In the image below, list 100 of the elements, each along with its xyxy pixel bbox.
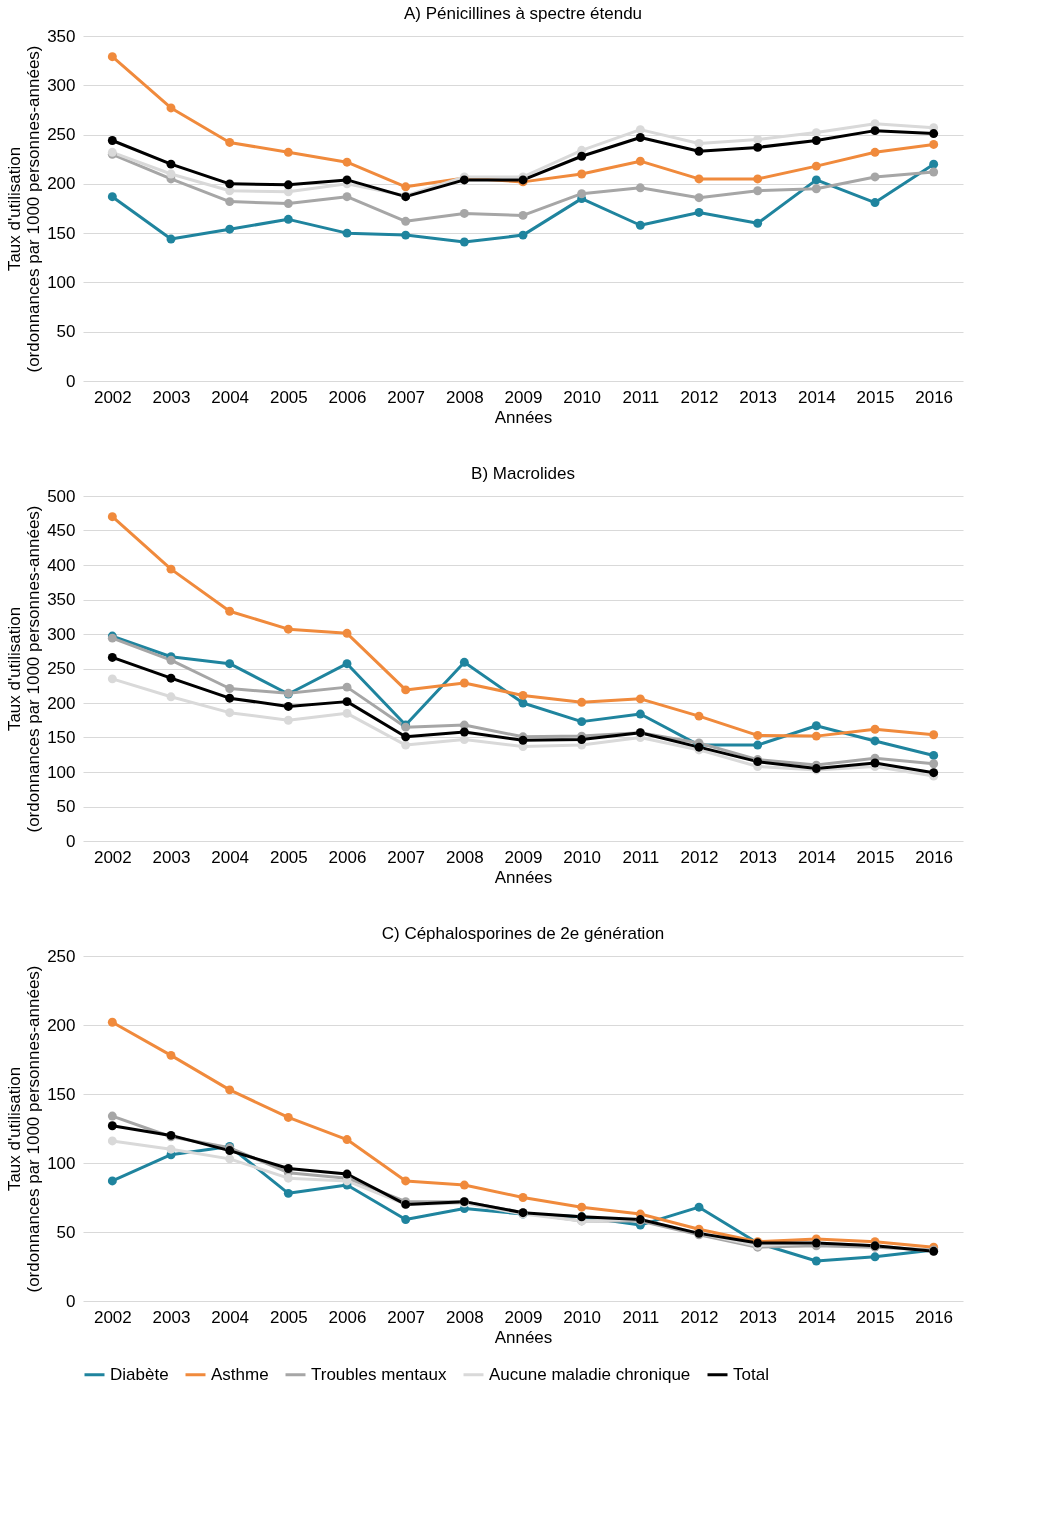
x-tick-label: 2013: [739, 1307, 778, 1327]
point: [401, 1215, 411, 1225]
x-axis-title: Années: [494, 1327, 553, 1347]
point: [753, 186, 763, 196]
point: [753, 135, 763, 144]
point: [518, 1193, 528, 1202]
point: [166, 234, 176, 244]
chart-title: C) Céphalosporines de 2e génération: [381, 924, 665, 943]
y-tick-label: 0: [66, 831, 76, 851]
point: [694, 174, 704, 184]
point: [929, 167, 939, 177]
point: [107, 52, 117, 62]
point: [225, 137, 235, 147]
point: [459, 208, 469, 218]
legend-label: Diabète: [110, 1364, 169, 1384]
x-axis-title: Années: [494, 867, 553, 887]
point: [342, 157, 352, 167]
point: [753, 740, 763, 750]
point: [577, 697, 587, 707]
point: [401, 685, 411, 695]
point: [694, 193, 704, 203]
point: [342, 1135, 352, 1144]
point: [811, 161, 821, 171]
chart-title: B) Macrolides: [471, 464, 575, 483]
point: [342, 228, 352, 238]
point: [107, 1176, 117, 1186]
y-tick-label: 300: [47, 75, 76, 95]
point: [166, 1050, 176, 1060]
x-tick-label: 2008: [445, 387, 484, 407]
y-tick-label: 150: [47, 728, 76, 747]
x-tick-label: 2003: [152, 387, 191, 407]
point: [929, 730, 939, 740]
x-tick-label: 2011: [622, 847, 660, 867]
point: [635, 125, 645, 135]
x-tick-label: 2013: [739, 387, 778, 407]
point: [811, 175, 821, 185]
point: [283, 1173, 293, 1183]
x-tick-label: 2014: [797, 1307, 836, 1327]
point: [107, 136, 117, 145]
point: [283, 715, 293, 725]
x-tick-label: 2002: [93, 847, 132, 867]
point: [107, 1136, 117, 1146]
x-tick-label: 2007: [387, 1307, 426, 1327]
point: [283, 1113, 293, 1122]
point: [870, 758, 880, 768]
point: [929, 139, 939, 149]
point: [811, 128, 821, 138]
x-tick-label: 2012: [680, 847, 719, 867]
x-tick-label: 2014: [797, 387, 836, 407]
y-tick-label: 100: [47, 272, 76, 292]
y-tick-label: 50: [56, 1222, 76, 1242]
point: [283, 199, 293, 209]
point: [283, 1164, 293, 1173]
point: [518, 230, 528, 240]
point: [225, 179, 235, 189]
point: [577, 189, 587, 199]
x-tick-label: 2003: [152, 1307, 191, 1327]
point: [107, 1111, 117, 1121]
x-tick-label: 2007: [387, 387, 426, 407]
point: [870, 736, 880, 746]
point: [459, 657, 469, 667]
point: [225, 1154, 235, 1164]
x-tick-label: 2015: [856, 387, 895, 407]
point: [870, 172, 880, 182]
x-tick-label: 2006: [328, 1307, 367, 1327]
x-tick-label: 2010: [563, 847, 602, 867]
x-tick-label: 2013: [739, 847, 778, 867]
x-tick-label: 2005: [269, 847, 308, 867]
x-tick-label: 2009: [504, 1307, 543, 1327]
point: [166, 103, 176, 113]
point: [694, 207, 704, 217]
point: [225, 1085, 235, 1095]
y-tick-label: 0: [66, 1291, 76, 1311]
point: [577, 735, 587, 745]
point: [694, 1202, 704, 1212]
point: [811, 1256, 821, 1266]
x-tick-label: 2012: [680, 387, 719, 407]
point: [694, 711, 704, 721]
point: [577, 169, 587, 179]
x-tick-label: 2005: [269, 387, 308, 407]
point: [870, 147, 880, 157]
x-tick-label: 2016: [915, 1307, 954, 1327]
point: [283, 701, 293, 711]
point: [401, 740, 411, 750]
y-tick-label: 100: [47, 762, 76, 782]
x-tick-label: 2011: [622, 387, 660, 407]
point: [342, 708, 352, 718]
x-tick-label: 2016: [915, 847, 954, 867]
point: [166, 159, 176, 169]
point: [342, 659, 352, 669]
legend-label: Troubles mentaux: [311, 1364, 447, 1384]
point: [225, 693, 235, 703]
x-tick-label: 2004: [211, 847, 250, 867]
y-tick-label: 200: [47, 174, 76, 194]
chart-title: A) Pénicillines à spectre étendu: [403, 4, 643, 23]
point: [870, 198, 880, 208]
point: [107, 1017, 117, 1027]
point: [459, 678, 469, 688]
point: [577, 151, 587, 161]
x-tick-label: 2009: [504, 387, 543, 407]
